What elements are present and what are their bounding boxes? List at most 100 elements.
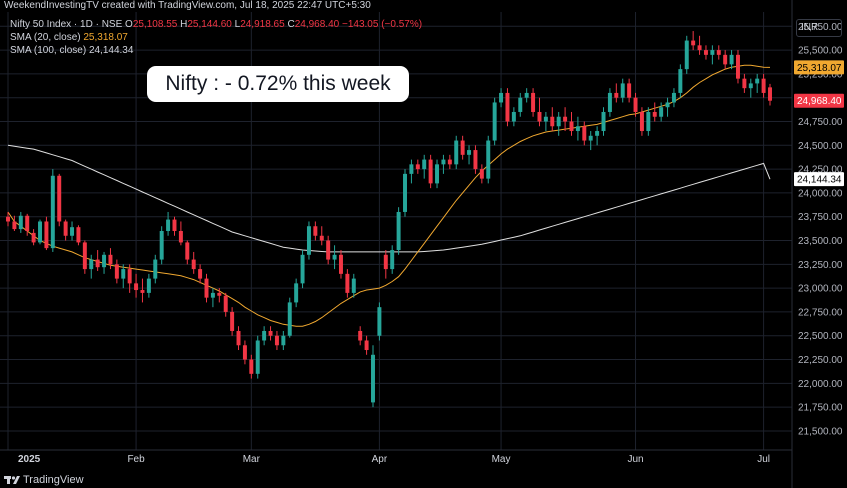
candle-body [403,173,407,212]
candle [281,330,286,351]
candle [38,219,43,245]
candle-body [31,232,36,243]
candle [178,221,183,246]
candle-body [460,140,465,155]
tradingview-brand: TradingView [23,474,84,486]
candle [422,154,427,179]
candle-body [364,340,369,351]
candle-body [633,97,638,112]
y-tick-label: 23,500.00 [798,236,843,247]
candle-body [281,335,286,346]
candle-body [249,359,254,374]
candle-body [159,231,164,260]
candle-body [217,292,222,296]
candle-body [550,116,555,127]
candle-body [671,92,676,103]
candle [18,211,23,233]
chart-caption: WeekendInvestingTV created with TradingV… [4,0,371,11]
candle [332,245,337,270]
candle [742,73,747,93]
y-tick-label: 24,750.00 [798,117,843,128]
candle [172,216,177,236]
y-axis-labels: 25,750.0025,500.0025,250.0025,000.0024,7… [798,22,843,438]
change-value: −143.05 (−0.57%) [341,19,423,30]
candle [345,269,350,298]
y-tick-label: 22,750.00 [798,307,843,318]
candle [607,88,612,117]
candle-body [768,87,772,101]
candle-body [12,221,17,230]
high-label: H [180,19,188,30]
y-tick-label: 22,500.00 [798,331,843,342]
candle [210,288,215,308]
open-label: O [125,19,133,30]
candle [716,45,721,60]
candle [403,169,407,217]
candle [204,273,209,303]
candle [659,102,664,122]
legend-row-sma100[interactable]: SMA (100, close) 24,144.34 [10,44,422,57]
candle [338,250,343,279]
legend-row-ohlc: Nifty 50 Index · 1D · NSE O25,108.55 H25… [10,18,422,31]
candle [25,213,30,236]
low-label: L [234,19,241,30]
sma100-label: SMA (100, close) [10,45,87,56]
candle [319,226,324,246]
candle [678,64,683,98]
sma100-line [7,144,771,253]
low-value: 24,918.65 [240,19,285,30]
candle [191,251,196,274]
annotation-callout[interactable]: Nifty : - 0.72% this week [147,66,409,102]
candle-body [447,159,452,165]
candle-body [185,242,190,260]
candle-body [742,78,747,89]
candle [665,97,670,117]
candle [313,221,318,241]
candle [735,50,740,84]
candle [569,111,574,136]
symbol-title[interactable]: Nifty 50 Index · 1D · NSE [10,19,123,30]
sma20-line [7,64,771,327]
candle [396,207,401,255]
currency-button[interactable]: INR [796,19,842,37]
y-tick-label: 23,750.00 [798,212,843,223]
y-tick-label: 25,500.00 [798,46,843,57]
candle-body [242,345,247,360]
candle-body [351,278,356,293]
candle-body [614,92,619,98]
candle-body [518,97,523,112]
candle [268,326,273,341]
legend-row-sma20[interactable]: SMA (20, close) 25,318.07 [10,31,422,44]
candle-body [537,111,542,122]
candle-body [57,175,62,222]
candle [447,154,452,170]
candle [70,221,75,241]
candle [287,297,292,338]
candle-body [569,121,574,132]
y-tick-label: 24,000.00 [798,188,843,199]
candle-body [716,50,721,55]
candle [518,92,523,117]
candle [467,145,472,165]
candle [710,45,715,65]
candle-body [345,273,350,293]
candle-body [467,150,472,155]
candle-body [371,354,375,403]
candle-body [595,131,600,136]
candle [614,83,619,103]
candle-body [601,111,606,132]
candle-body [63,221,68,236]
candle-body [556,116,561,127]
candle [729,50,734,70]
candle-body [748,83,753,89]
candle [127,264,132,293]
candle [159,226,164,265]
candle [198,264,203,284]
candle [371,345,375,408]
candle-body [223,295,228,312]
candle [44,216,49,251]
candle-body [332,254,337,260]
candle-body [326,240,331,260]
